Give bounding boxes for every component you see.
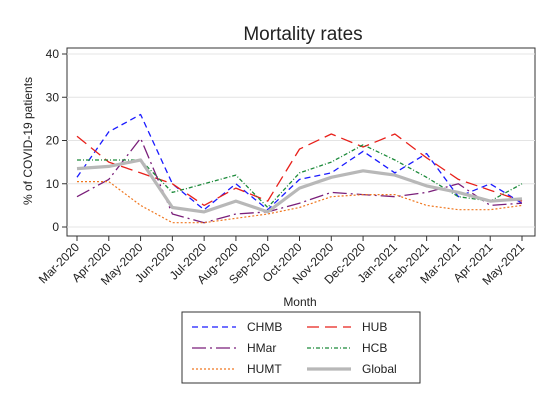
y-axis-label: % of COVID-19 patients: [21, 77, 35, 205]
legend-label-chmb: CHMB: [247, 320, 282, 334]
plot-frame: [66, 47, 536, 237]
y-tick-label: 20: [46, 134, 60, 148]
chart-title: Mortality rates: [243, 24, 362, 45]
y-tick-label: 0: [52, 220, 59, 234]
legend-label-humt: HUMT: [247, 362, 282, 376]
legend-label-global: Global: [362, 362, 397, 376]
y-tick-label: 30: [46, 90, 60, 104]
legend-label-hcb: HCB: [362, 341, 387, 355]
y-tick-label: 40: [46, 47, 60, 61]
legend-label-hmar: HMar: [247, 341, 276, 355]
legend: CHMB HUB HMar HCB HUMT Global: [181, 311, 421, 384]
series-line-humt: [77, 181, 523, 224]
series-line-hmar: [76, 137, 523, 224]
series-line-chmb: [76, 113, 523, 211]
series-line-global: [76, 158, 523, 214]
series-line-hub: [76, 133, 523, 207]
x-axis-label: Month: [283, 295, 316, 309]
legend-label-hub: HUB: [362, 320, 387, 334]
y-tick-label: 10: [46, 177, 60, 191]
plot-area: 010203040Mar-2020Apr-2020May-2020Jun-202…: [36, 47, 536, 288]
